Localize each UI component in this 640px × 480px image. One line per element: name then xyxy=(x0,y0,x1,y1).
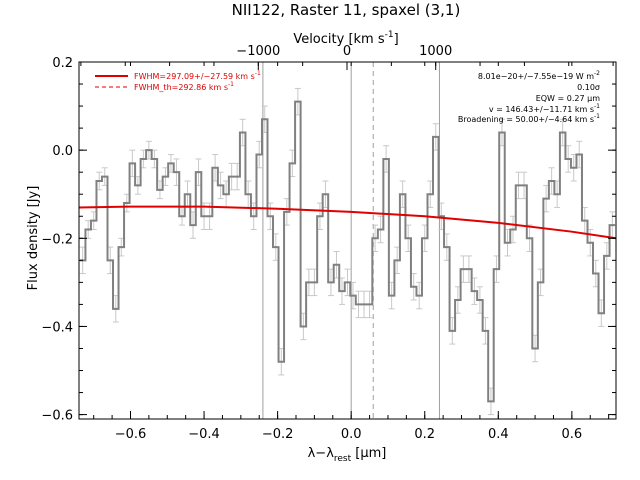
top-tick-label: 1000 xyxy=(419,44,452,59)
fit-series xyxy=(78,205,617,240)
x-tick-label: 0.6 xyxy=(562,427,583,442)
stats-velocity-sup: -1 xyxy=(594,103,600,110)
y-tick-label: −0.6 xyxy=(41,409,73,424)
y-tick-label: −0.4 xyxy=(41,320,73,335)
stats-velocity-text: v = 146.43+/−11.71 km s xyxy=(489,105,594,114)
x-tick-label: 0.0 xyxy=(341,427,362,442)
top-axis-label: Velocity [km s-1] xyxy=(293,30,398,47)
y-tick-label: −0.2 xyxy=(41,232,73,247)
legend-fwhm-sup: -1 xyxy=(255,70,261,77)
x-axis-label: λ−λrest [μm] xyxy=(308,446,387,464)
legend: FWHM=297.09+/−27.59 km s-1 FWHM_th=292.8… xyxy=(95,70,261,92)
stats-block: 8.01e−20+/−7.55e−19 W m-2 0.10σ EQW = 0.… xyxy=(458,70,600,124)
top-tick-label: 0 xyxy=(343,44,351,59)
top-axis-label-text: Velocity [km s xyxy=(293,32,385,47)
x-axis-label-suffix: [μm] xyxy=(351,446,386,461)
top-tick-label: −1000 xyxy=(236,44,280,59)
x-tick-label: −0.2 xyxy=(262,427,294,442)
top-axis-label-sup: -1 xyxy=(385,30,394,40)
y-tick-label: 0.2 xyxy=(52,56,73,71)
top-axis-label-end: ] xyxy=(394,32,399,47)
legend-fwhm-th-label: FWHM_th=292.86 km s-1 xyxy=(134,81,234,92)
y-axis-label: Flux density [Jy] xyxy=(26,186,41,291)
reference-lines xyxy=(262,62,440,419)
stats-velocity: v = 146.43+/−11.71 km s-1 xyxy=(489,103,600,114)
y-tick-label: 0.0 xyxy=(52,144,73,159)
legend-fwhm-th-sup: -1 xyxy=(228,81,234,88)
x-tick-label: −0.4 xyxy=(188,427,220,442)
fit-line xyxy=(78,205,617,240)
x-tick-label: −0.6 xyxy=(115,427,147,442)
x-tick-label: 0.4 xyxy=(488,427,509,442)
stats-broadening-sup: -1 xyxy=(594,113,600,120)
x-tick-label: 0.2 xyxy=(414,427,435,442)
stats-eqw: EQW = 0.27 μm xyxy=(536,94,600,103)
stats-flux: 8.01e−20+/−7.55e−19 W m-2 xyxy=(478,70,600,81)
stats-flux-text: 8.01e−20+/−7.55e−19 W m xyxy=(478,72,594,81)
data-step-line xyxy=(79,100,616,403)
legend-fwhm-text: FWHM=297.09+/−27.59 km s xyxy=(134,72,255,81)
legend-fwhm-th-text: FWHM_th=292.86 km s xyxy=(134,83,228,92)
stats-broadening: Broadening = 50.00+/−4.64 km s-1 xyxy=(458,113,600,124)
data-series xyxy=(79,100,616,403)
stats-sigma: 0.10σ xyxy=(577,83,600,92)
stats-broadening-text: Broadening = 50.00+/−4.64 km s xyxy=(458,115,594,124)
chart-title: NII122, Raster 11, spaxel (3,1) xyxy=(232,1,461,19)
legend-fwhm-label: FWHM=297.09+/−27.59 km s-1 xyxy=(134,70,261,81)
axes: −0.6 −0.4 −0.2 0.0 0.2 0.4 0.6 0.2 0.0 −0.2 −0.4 −0… xyxy=(41,44,617,442)
errorbars xyxy=(79,87,616,416)
x-axis-label-sub: rest xyxy=(334,454,352,464)
x-axis-label-prefix: λ−λ xyxy=(308,446,335,461)
stats-flux-sup: -2 xyxy=(594,70,600,77)
